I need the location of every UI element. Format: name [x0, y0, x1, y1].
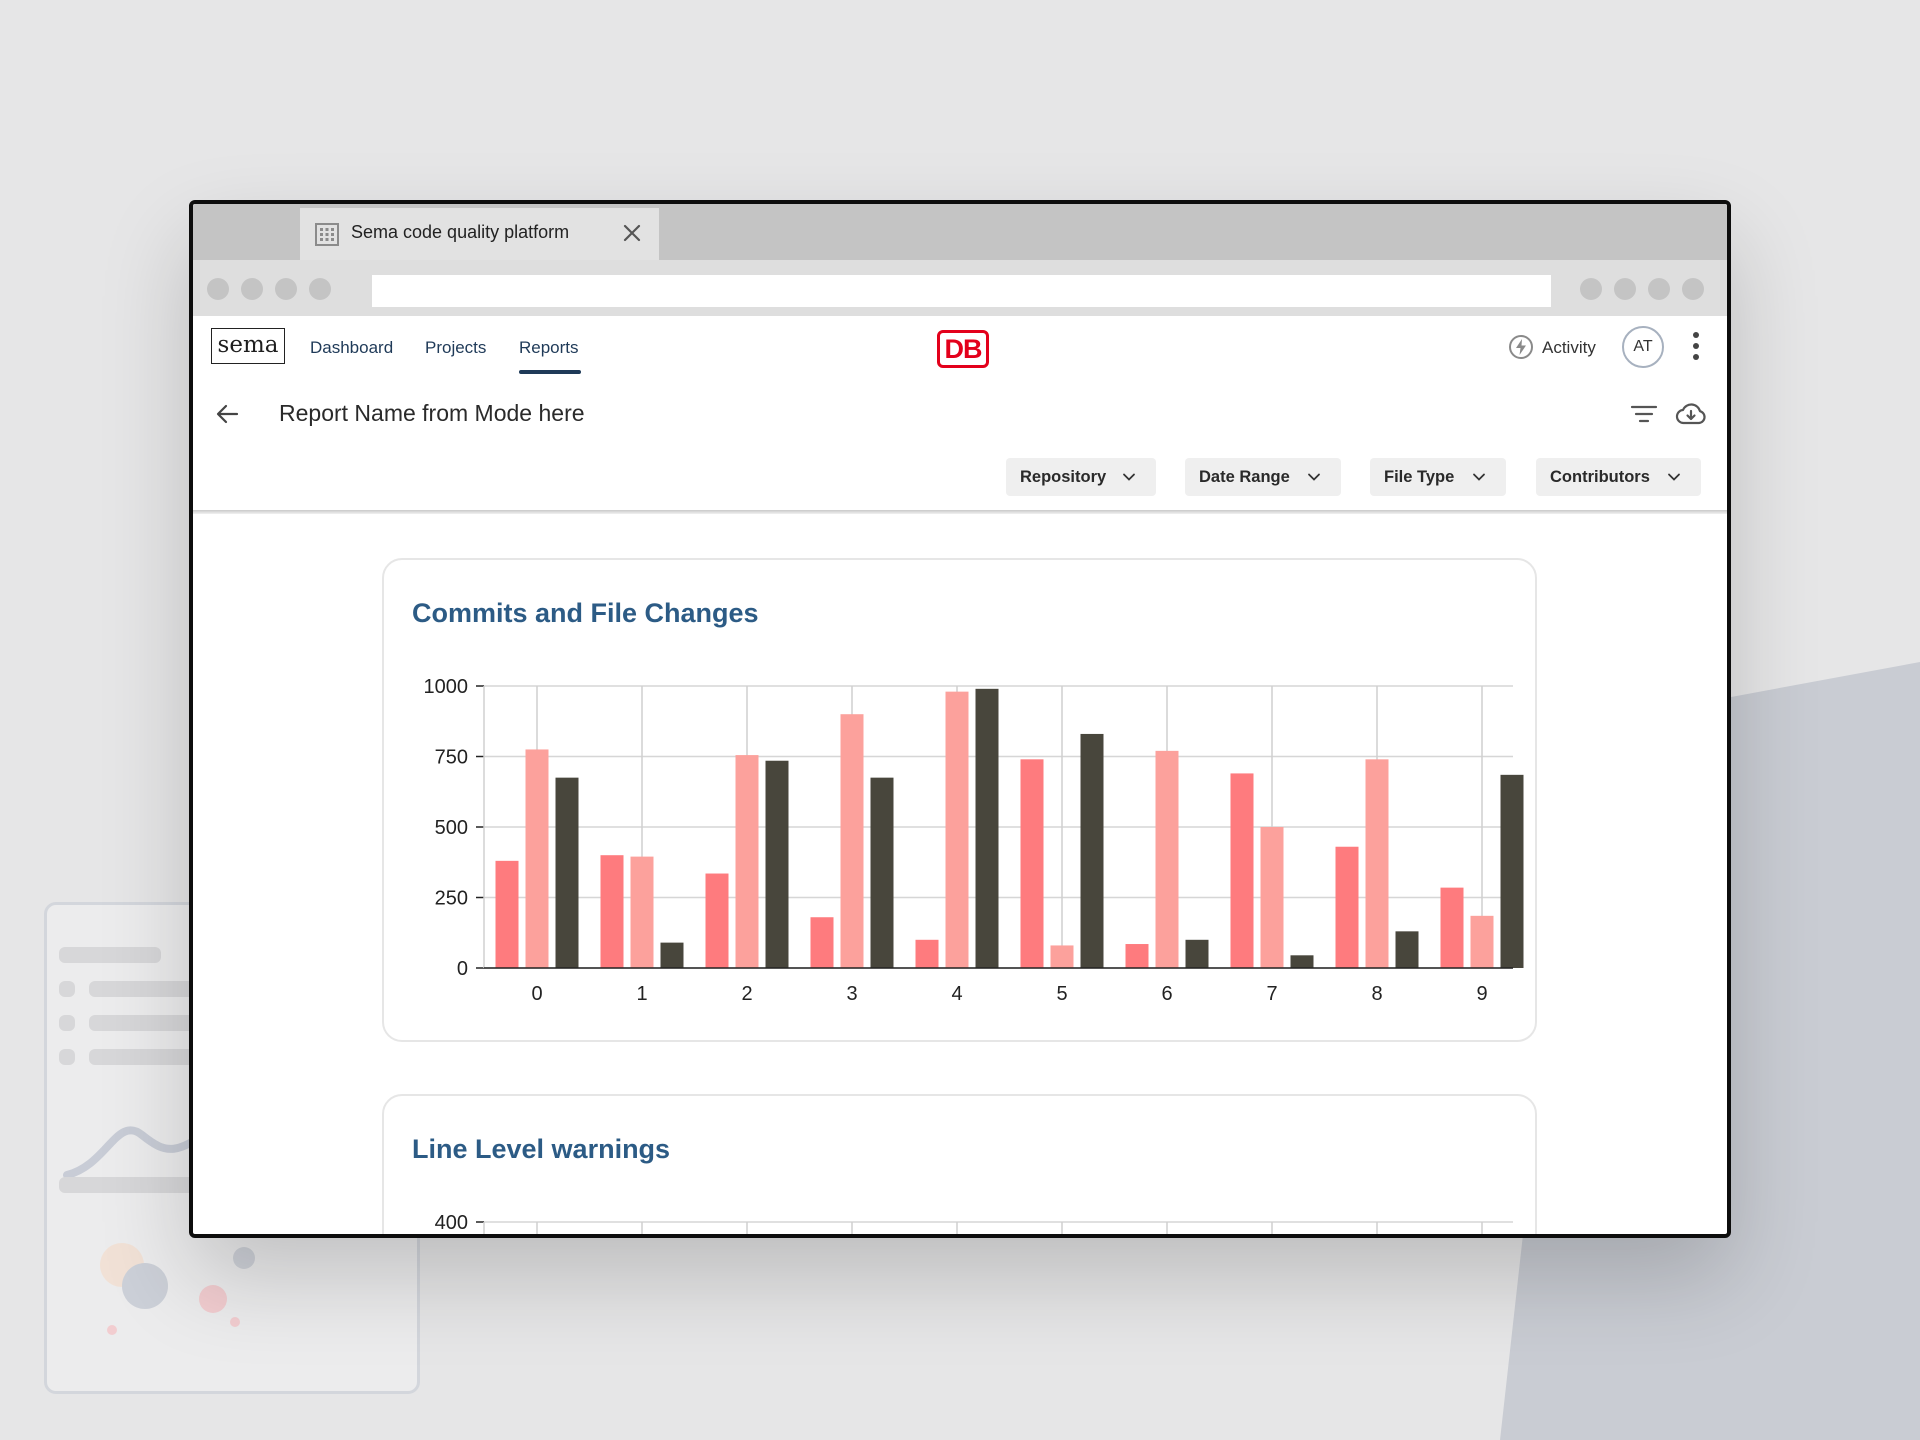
browser-action-dot[interactable] — [1682, 278, 1704, 300]
bar-series-2-cat-5 — [1050, 945, 1074, 968]
x-tick-label: 0 — [531, 983, 542, 1005]
active-nav-indicator — [519, 370, 581, 374]
bar-chart: 0 250 500 750 1000 0 1 2 3 4 5 6 7 8 9 — [424, 676, 1524, 1005]
filter-file-type-label: File Type — [1384, 467, 1455, 486]
bar-series-3-cat-3 — [870, 777, 894, 968]
bar-series-3-cat-2 — [765, 760, 789, 968]
chart-card-commits: Commits and File Changes 0 250 500 750 1000 0… — [382, 558, 1537, 1042]
y-tick-label: 400 — [435, 1212, 468, 1234]
filter-icon[interactable] — [1629, 400, 1659, 428]
window-control-dot[interactable] — [207, 278, 229, 300]
x-tick-label: 5 — [1056, 983, 1067, 1005]
bar-series-1-cat-8 — [1335, 846, 1359, 968]
bar-series-2-cat-1 — [630, 856, 654, 968]
x-tick-label: 8 — [1371, 983, 1382, 1005]
tab-strip: Sema code quality platform — [193, 204, 1727, 260]
x-tick-label: 3 — [846, 983, 857, 1005]
bar-series-3-cat-0 — [555, 777, 579, 968]
y-tick-label: 0 — [457, 958, 468, 980]
chevron-down-icon — [1308, 473, 1320, 481]
y-tick-label: 1000 — [424, 676, 469, 698]
address-bar-row — [193, 260, 1727, 316]
browser-window: Sema code quality platform sema Dashboar… — [189, 200, 1731, 1238]
filter-contributors-label: Contributors — [1550, 467, 1650, 486]
lightning-icon[interactable] — [1508, 334, 1534, 360]
tab-title: Sema code quality platform — [351, 222, 570, 242]
card-title: Line Level warnings — [412, 1134, 671, 1164]
bar-series-3-cat-8 — [1395, 931, 1419, 968]
chart-card-warnings: Line Level warnings 400 — [382, 1094, 1537, 1234]
y-tick-label: 750 — [435, 747, 468, 769]
bar-series-1-cat-2 — [705, 873, 729, 968]
filter-date-range[interactable]: Date Range — [1185, 458, 1341, 496]
x-tick-label: 7 — [1266, 983, 1277, 1005]
url-bar[interactable] — [372, 275, 1551, 307]
app-navbar: sema Dashboard Projects Reports DB Activ… — [193, 316, 1727, 380]
browser-action-dot[interactable] — [1648, 278, 1670, 300]
bar-series-3-cat-7 — [1290, 955, 1314, 968]
bar-series-2-cat-8 — [1365, 759, 1389, 968]
window-control-dot[interactable] — [241, 278, 263, 300]
filter-contributors[interactable]: Contributors — [1536, 458, 1701, 496]
bar-series-3-cat-4 — [975, 688, 999, 968]
x-tick-label: 1 — [636, 983, 647, 1005]
chevron-down-icon — [1473, 473, 1485, 481]
bar-series-3-cat-9 — [1500, 774, 1524, 968]
filter-file-type[interactable]: File Type — [1370, 458, 1506, 496]
bar-series-1-cat-1 — [600, 855, 624, 968]
sema-logo[interactable]: sema — [211, 328, 285, 364]
building-icon — [315, 223, 339, 246]
bar-series-1-cat-0 — [495, 860, 519, 968]
nav-dashboard[interactable]: Dashboard — [310, 338, 394, 357]
filter-repository-label: Repository — [1020, 467, 1107, 486]
bar-series-1-cat-4 — [915, 939, 939, 968]
close-icon[interactable] — [620, 221, 644, 245]
bar-series-3-cat-1 — [660, 942, 684, 968]
page-title: Report Name from Mode here — [279, 400, 585, 426]
bar-series-1-cat-9 — [1440, 887, 1464, 968]
browser-action-dot[interactable] — [1580, 278, 1602, 300]
chevron-down-icon — [1123, 473, 1135, 481]
bar-series-1-cat-3 — [810, 917, 834, 968]
bar-series-3-cat-5 — [1080, 733, 1104, 968]
bar-series-2-cat-7 — [1260, 827, 1284, 968]
browser-action-dot[interactable] — [1614, 278, 1636, 300]
header-divider — [193, 510, 1727, 514]
nav-projects[interactable]: Projects — [425, 338, 487, 357]
bar-series-2-cat-0 — [525, 749, 549, 968]
window-control-dot[interactable] — [309, 278, 331, 300]
y-tick-label: 250 — [435, 888, 468, 910]
bar-series-2-cat-9 — [1470, 915, 1494, 968]
filter-date-range-label: Date Range — [1199, 467, 1290, 486]
bar-series-2-cat-6 — [1155, 750, 1179, 968]
avatar[interactable]: AT — [1622, 326, 1664, 368]
window-control-dot[interactable] — [275, 278, 297, 300]
bar-series-2-cat-3 — [840, 714, 864, 968]
x-tick-label: 6 — [1161, 983, 1172, 1005]
bar-series-2-cat-4 — [945, 691, 969, 968]
more-options-icon[interactable] — [1690, 330, 1702, 362]
nav-reports[interactable]: Reports — [519, 338, 579, 357]
y-tick-label: 500 — [435, 817, 468, 839]
bar-series-3-cat-6 — [1185, 939, 1209, 968]
browser-tab[interactable]: Sema code quality platform — [300, 208, 659, 260]
cloud-download-icon[interactable] — [1675, 398, 1707, 430]
bar-series-1-cat-6 — [1125, 944, 1149, 968]
sparkline-graphic — [63, 1121, 221, 1179]
bar-chart: 400 — [435, 1212, 1513, 1234]
x-tick-label: 9 — [1476, 983, 1487, 1005]
x-tick-label: 2 — [741, 983, 752, 1005]
activity-label[interactable]: Activity — [1542, 338, 1596, 357]
x-tick-label: 4 — [951, 983, 962, 1005]
db-brand-logo: DB — [937, 330, 989, 368]
chevron-down-icon — [1668, 473, 1680, 481]
bar-series-2-cat-2 — [735, 755, 759, 968]
bar-series-1-cat-5 — [1020, 759, 1044, 968]
card-title: Commits and File Changes — [412, 598, 759, 628]
filter-repository[interactable]: Repository — [1006, 458, 1156, 496]
back-arrow-icon[interactable] — [213, 400, 241, 428]
bar-series-1-cat-7 — [1230, 773, 1254, 968]
